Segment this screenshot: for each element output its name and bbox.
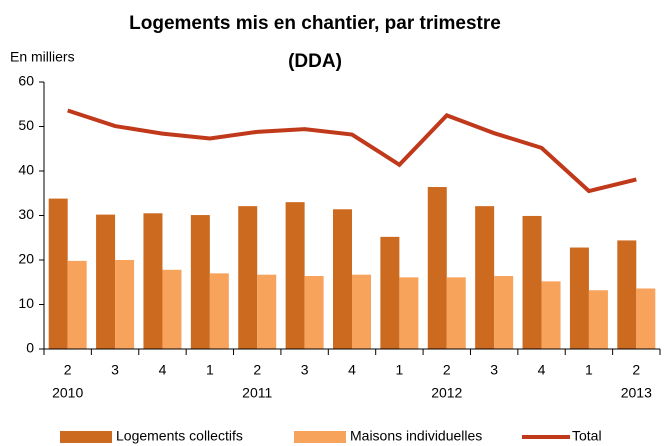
chart-title: Logements mis en chantier, par trimestre — [129, 13, 501, 34]
bar — [96, 214, 116, 349]
bar — [399, 277, 419, 349]
bar — [238, 206, 258, 349]
bar — [304, 276, 324, 349]
x-tick-label: 4 — [159, 362, 167, 378]
x-tick-label: 1 — [395, 362, 403, 378]
bar — [569, 247, 589, 349]
x-tick-label: 3 — [111, 362, 119, 378]
bar — [522, 215, 542, 349]
y-tick-label: 0 — [26, 340, 34, 356]
bar — [143, 213, 163, 349]
x-group-label: 2011 — [242, 385, 272, 401]
bar — [380, 236, 400, 349]
x-tick-label: 4 — [348, 362, 356, 378]
bar — [333, 209, 352, 349]
x-group-label: 2013 — [621, 385, 652, 401]
y-tick-label: 10 — [18, 295, 34, 311]
y-tick-label: 50 — [18, 117, 34, 133]
bar — [636, 288, 656, 349]
bar — [209, 273, 229, 349]
x-tick-label: 1 — [585, 362, 593, 378]
x-tick-label: 4 — [538, 362, 546, 378]
bar — [588, 290, 608, 349]
bar — [494, 276, 514, 349]
x-group-label: 2012 — [431, 385, 462, 401]
y-tick-label: 40 — [18, 162, 34, 178]
bar — [541, 281, 561, 349]
bar — [67, 260, 87, 349]
legend-label: Maisons individuelles — [350, 428, 482, 444]
bar — [48, 198, 68, 349]
x-group-label: 2010 — [52, 385, 83, 401]
legend-swatch — [60, 431, 112, 443]
legend-swatch — [294, 431, 346, 443]
y-tick-label: 20 — [18, 251, 34, 267]
legend-label: Logements collectifs — [116, 428, 243, 444]
bar — [115, 260, 135, 349]
line — [67, 108, 637, 194]
bar — [190, 215, 210, 349]
x-tick-label: 2 — [443, 362, 451, 378]
bar — [427, 187, 447, 349]
bar — [352, 274, 371, 349]
x-tick-label: 3 — [301, 362, 309, 378]
x-tick-label: 1 — [206, 362, 214, 378]
x-tick-label: 3 — [490, 362, 498, 378]
bar — [617, 240, 637, 349]
y-axis-label: En milliers — [10, 49, 75, 65]
bar — [257, 274, 277, 349]
y-tick-label: 30 — [18, 206, 34, 222]
chart-subtitle: (DDA) — [288, 51, 342, 72]
x-tick-label: 2 — [253, 362, 261, 378]
bar — [475, 206, 495, 349]
bar — [162, 269, 182, 349]
legend-label: Total — [572, 428, 602, 444]
y-tick-label: 60 — [18, 73, 34, 89]
x-tick-label: 2 — [632, 362, 640, 378]
bar — [446, 277, 466, 349]
x-tick-label: 2 — [64, 362, 72, 378]
bar — [285, 202, 305, 349]
